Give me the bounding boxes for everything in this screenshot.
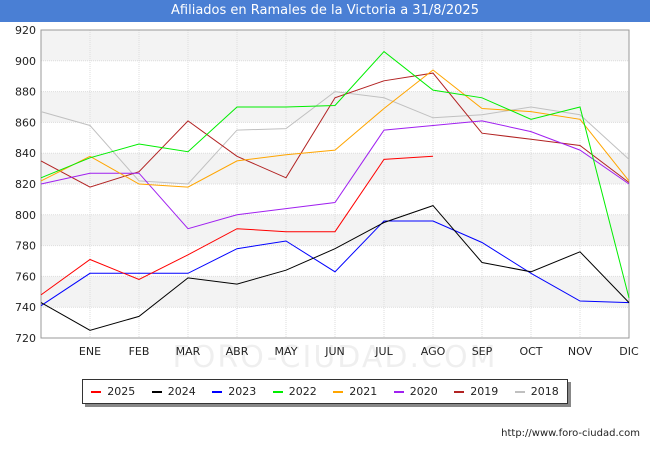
x-axis-ticks: ENE FEB MAR ABR MAY JUN JUL AGO SEP OCT NOV DIC [79, 345, 639, 358]
x-tick-label: NOV [568, 345, 593, 358]
series-line-2023 [40, 220, 630, 307]
y-tick-label: 820 [15, 178, 36, 191]
x-tick-label: AGO [421, 345, 446, 358]
y-tick-label: 780 [15, 240, 36, 253]
series-line-2018 [40, 91, 630, 185]
source-credit: http://www.foro-ciudad.com [501, 428, 640, 439]
legend-label: 2022 [288, 385, 317, 398]
x-tick-label: SEP [472, 345, 493, 358]
legend-swatch [454, 390, 465, 393]
legend-swatch [212, 390, 223, 393]
watermark: FORO-CIUDAD.COM [173, 340, 498, 375]
legend-swatch [333, 390, 344, 393]
series-line-2025 [40, 155, 434, 296]
legend-swatch [91, 390, 102, 393]
y-tick-label: 860 [15, 116, 36, 129]
legend-label: 2021 [349, 385, 378, 398]
legend-label: 2024 [167, 385, 196, 398]
legend-swatch [514, 390, 525, 393]
x-tick-label: ENE [79, 345, 101, 358]
legend-label: 2023 [228, 385, 257, 398]
x-tick-label: OCT [519, 345, 542, 358]
grid-band [41, 30, 629, 61]
series-line-2022 [40, 50, 630, 299]
series-line-2021 [40, 69, 630, 188]
legend-item-2018: 2018 [514, 385, 559, 398]
y-tick-label: 880 [15, 86, 36, 99]
y-tick-label: 740 [15, 301, 36, 314]
x-tick-label: ABR [226, 345, 249, 358]
series-line-2020 [40, 120, 630, 230]
legend-item-2025: 2025 [91, 385, 135, 398]
series-line-2024 [40, 205, 630, 331]
legend: 2025 2024 2023 2022 2021 2020 2019 2018 [82, 379, 568, 404]
y-axis-ticks: 720 740 760 780 800 820 840 860 880 900 920 [15, 24, 36, 345]
x-tick-label: JUN [324, 345, 345, 358]
y-tick-label: 800 [15, 209, 36, 222]
y-tick-label: 720 [15, 332, 36, 345]
legend-swatch [272, 390, 283, 393]
legend-label: 2018 [530, 385, 559, 398]
y-tick-label: 760 [15, 270, 36, 283]
legend-item-2021: 2021 [333, 385, 377, 398]
series-lines [40, 50, 630, 331]
legend-item-2020: 2020 [393, 385, 438, 398]
legend-item-2024: 2024 [151, 385, 196, 398]
legend-item-2022: 2022 [272, 385, 317, 398]
y-tick-label: 840 [15, 147, 36, 160]
legend-swatch [393, 390, 404, 393]
x-tick-label: FEB [129, 345, 150, 358]
x-tick-label: MAY [275, 345, 298, 358]
legend-swatch [151, 390, 162, 393]
chart-title: Afiliados en Ramales de la Victoria a 31… [0, 0, 650, 22]
legend-label: 2025 [107, 385, 136, 398]
series-line-2019 [40, 72, 630, 188]
legend-item-2019: 2019 [454, 385, 498, 398]
y-tick-label: 900 [15, 55, 36, 68]
x-tick-label: MAR [176, 345, 201, 358]
legend-item-2023: 2023 [212, 385, 256, 398]
y-tick-label: 920 [15, 24, 36, 37]
legend-label: 2020 [409, 385, 438, 398]
x-tick-label: JUL [374, 345, 393, 358]
legend-label: 2019 [470, 385, 499, 398]
x-tick-label: DIC [619, 345, 639, 358]
